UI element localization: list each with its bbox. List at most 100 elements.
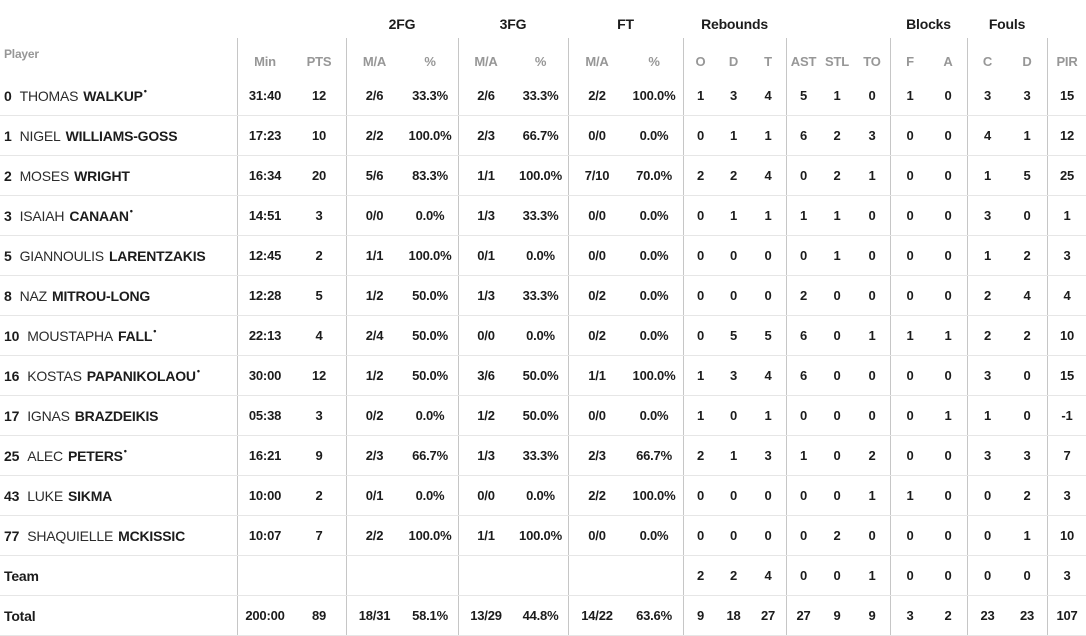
player-last-name: LARENTZAKIS <box>108 247 206 264</box>
stat-reb-d: 5 <box>729 328 738 343</box>
stat-foul-drawn: 2 <box>1023 488 1031 503</box>
stat-block-against: 0 <box>944 368 952 383</box>
stat-block-favour: 0 <box>890 436 929 475</box>
stat-pir: 4 <box>1047 276 1086 315</box>
stat-to: 0 <box>868 248 876 263</box>
stat-pts: 10 <box>311 128 327 143</box>
stat-stl: 0 <box>833 368 841 383</box>
player-first-name: GIANNOULIS <box>19 247 105 264</box>
stat-2fg-pct: 66.7% <box>412 448 448 463</box>
stat-reb-o: 1 <box>683 396 717 435</box>
stat-ast: 0 <box>786 156 820 195</box>
player-row[interactable]: 1 NIGEL WILLIAMS-GOSS 17:23 10 2/2 100.0% 2/3 66… <box>0 116 1086 156</box>
jersey-number: 2 <box>4 167 12 184</box>
team-row[interactable]: Team 2 2 4 0 0 1 0 0 0 0 3 <box>0 556 1086 596</box>
row-label: Total <box>4 607 36 624</box>
stat-foul-committed: 1 <box>967 236 1007 275</box>
player-first-name: MOUSTAPHA <box>27 327 114 344</box>
stat-block-against: 0 <box>944 288 952 303</box>
stat-min: 10:00 <box>237 476 292 515</box>
player-row[interactable]: 77 SHAQUIELLE MCKISSIC 10:07 7 2/2 100.0% 1/1 10… <box>0 516 1086 556</box>
player-cell: 25 ALEC PETERS • <box>0 436 237 475</box>
stat-3fg-pct: 33.3% <box>522 448 559 463</box>
stat-2fg-pct: 0.0% <box>415 408 445 423</box>
stat-ft-ma: 0/2 <box>568 316 625 355</box>
row-label: Team <box>4 567 39 584</box>
player-last-name: FALL <box>118 327 153 344</box>
stat-foul-committed: 1 <box>967 396 1007 435</box>
stat-foul-drawn: 0 <box>1023 208 1031 223</box>
stat-ft-pct: 0.0% <box>639 408 669 423</box>
group-fouls-label: Fouls <box>988 16 1026 32</box>
stat-reb-o: 0 <box>683 476 717 515</box>
stat-ast: 1 <box>786 436 820 475</box>
stat-reb-t: 5 <box>764 328 772 343</box>
player-row[interactable]: 0 THOMAS WALKUP • 31:40 12 2/6 33.3% 2/6 33.3% 2/2… <box>0 76 1086 116</box>
stat-ft-ma: 0/2 <box>568 276 625 315</box>
player-row[interactable]: 3 ISAIAH CANAAN • 14:51 3 0/0 0.0% 1/3 33.3% 0/0 0.… <box>0 196 1086 236</box>
stat-to: 1 <box>868 488 876 503</box>
stat-stl: 1 <box>833 88 841 103</box>
player-row[interactable]: 16 KOSTAS PAPANIKOLAOU • 30:00 12 1/2 50.0% 3/6 5… <box>0 356 1086 396</box>
starter-dot-icon: • <box>129 205 133 216</box>
stat-to: 0 <box>868 528 876 543</box>
player-cell: 3 ISAIAH CANAAN • <box>0 196 237 235</box>
stat-reb-o: 9 <box>683 596 717 635</box>
stat-2fg-pct <box>402 556 458 595</box>
stat-pts: 20 <box>311 168 327 183</box>
stat-2fg-ma: 2/4 <box>346 316 402 355</box>
stat-pir: 12 <box>1047 116 1086 155</box>
player-row[interactable]: 10 MOUSTAPHA FALL • 22:13 4 2/4 50.0% 0/0 0.0% 0/2… <box>0 316 1086 356</box>
stat-reb-o: 0 <box>683 316 717 355</box>
stat-2fg-pct: 50.0% <box>412 368 448 383</box>
stat-ast: 27 <box>786 596 820 635</box>
stat-reb-o: 1 <box>683 76 717 115</box>
stat-2fg-pct: 50.0% <box>412 328 448 343</box>
total-row[interactable]: Total 200:00 89 18/31 58.1% 13/29 44.8% 14/22 63… <box>0 596 1086 636</box>
jersey-number: 1 <box>4 127 12 144</box>
stat-min: 14:51 <box>237 196 292 235</box>
stat-foul-drawn: 5 <box>1023 168 1031 183</box>
player-row[interactable]: 43 LUKE SIKMA 10:00 2 0/1 0.0% 0/0 0.0% 2/2 100.0%… <box>0 476 1086 516</box>
player-cell: 43 LUKE SIKMA <box>0 476 237 515</box>
player-row[interactable]: 8 NAZ MITROU-LONG 12:28 5 1/2 50.0% 1/3 33.3% 0/2… <box>0 276 1086 316</box>
jersey-number: 43 <box>4 487 20 504</box>
stat-stl: 0 <box>833 488 841 503</box>
player-last-name: MCKISSIC <box>118 527 185 544</box>
stat-min: 16:21 <box>237 436 292 475</box>
col-reb-t-label: T <box>764 54 772 69</box>
col-pts-label: PTS <box>306 54 332 69</box>
stat-to: 1 <box>868 168 876 183</box>
player-first-name: ISAIAH <box>19 207 65 224</box>
col-min-label: Min <box>237 38 292 76</box>
stat-foul-drawn: 23 <box>1019 608 1035 623</box>
stat-foul-drawn: 1 <box>1023 528 1031 543</box>
stat-3fg-ma: 13/29 <box>458 596 513 635</box>
stat-stl: 0 <box>833 408 841 423</box>
stat-pts: 12 <box>311 368 327 383</box>
stat-pir: 15 <box>1047 356 1086 395</box>
stat-foul-committed: 2 <box>967 276 1007 315</box>
stat-reb-t: 0 <box>764 528 772 543</box>
group-3fg-label: 3FG <box>499 16 527 32</box>
player-row[interactable]: 25 ALEC PETERS • 16:21 9 2/3 66.7% 1/3 33.3% 2/3 66… <box>0 436 1086 476</box>
group-spacer <box>786 0 890 38</box>
player-row[interactable]: 17 IGNAS BRAZDEIKIS 05:38 3 0/2 0.0% 1/2 50.0% 0/… <box>0 396 1086 436</box>
stat-reb-o: 0 <box>683 196 717 235</box>
jersey-number: 77 <box>4 527 20 544</box>
stat-foul-committed: 0 <box>967 476 1007 515</box>
col-2fg-pct-label: % <box>424 54 436 69</box>
stat-reb-t: 3 <box>764 448 772 463</box>
stat-pts: 12 <box>311 88 327 103</box>
stat-ft-ma: 7/10 <box>568 156 625 195</box>
stat-block-against: 0 <box>944 88 952 103</box>
player-first-name: LUKE <box>27 487 63 504</box>
player-first-name: NIGEL <box>19 127 61 144</box>
stat-pts <box>292 556 346 595</box>
stat-min: 10:07 <box>237 516 292 555</box>
player-row[interactable]: 2 MOSES WRIGHT 16:34 20 5/6 83.3% 1/1 100.0% 7/10… <box>0 156 1086 196</box>
col-player-label: Player <box>4 47 39 61</box>
player-row[interactable]: 5 GIANNOULIS LARENTZAKIS 12:45 2 1/1 100.0% 0/1… <box>0 236 1086 276</box>
stat-reb-d: 0 <box>729 528 738 543</box>
player-first-name: ALEC <box>27 447 63 464</box>
